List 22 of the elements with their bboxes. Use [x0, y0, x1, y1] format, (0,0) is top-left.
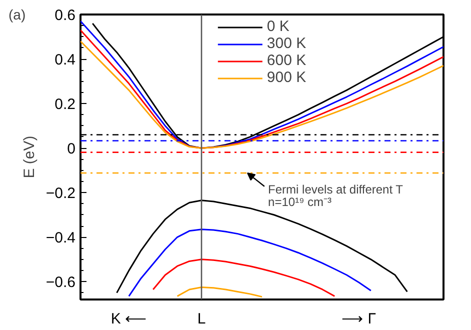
- line-series: [176, 286, 263, 298]
- x-tick-label: K ⟵: [110, 310, 147, 328]
- y-axis-title: E (eV): [20, 136, 38, 178]
- y-tick-label: 0: [67, 140, 76, 158]
- y-tick-label: −0.6: [46, 274, 76, 292]
- legend-label: 900 K: [266, 69, 306, 86]
- y-tick-label: −0.2: [46, 185, 76, 202]
- y-tick-label: 0.6: [54, 7, 76, 24]
- y-tick-label: 0.4: [54, 52, 76, 69]
- line-series: [116, 200, 408, 294]
- y-tick-label: −0.4: [46, 230, 76, 247]
- legend-label: 0 K: [266, 18, 290, 35]
- x-tick-label: L: [197, 310, 206, 328]
- line-series: [152, 258, 336, 297]
- text: (a): [8, 6, 26, 22]
- legend-label: 600 K: [266, 52, 306, 69]
- annotation: n=10¹⁹ cm⁻³: [268, 194, 332, 209]
- legend-label: 300 K: [266, 35, 306, 52]
- line-series: [128, 228, 372, 297]
- x-tick-label: ⟶ Γ: [342, 310, 376, 328]
- annotation: Fermi levels at different T: [268, 182, 404, 197]
- y-tick-label: 0.2: [54, 96, 76, 114]
